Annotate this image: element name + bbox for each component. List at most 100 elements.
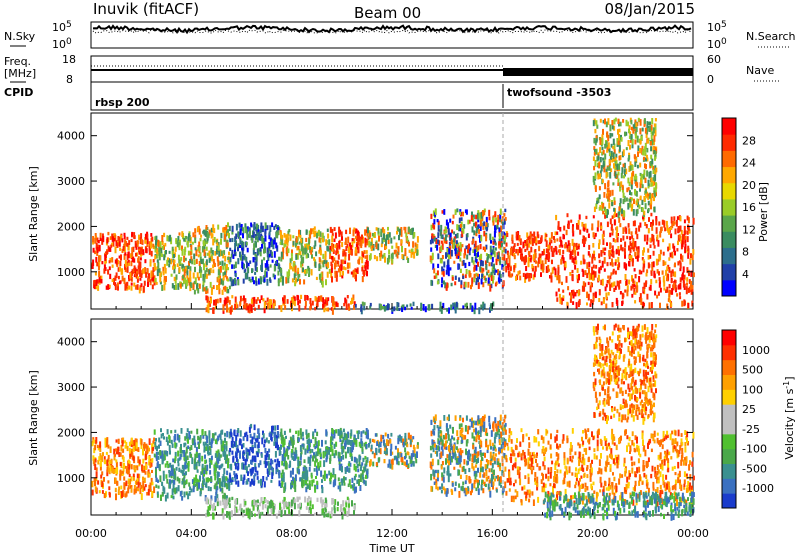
data-point: [601, 134, 604, 141]
data-point: [123, 235, 126, 239]
data-point: [355, 440, 358, 447]
data-point: [628, 135, 631, 139]
data-point: [498, 273, 501, 280]
data-point: [152, 243, 155, 248]
data-point: [377, 227, 380, 234]
data-point: [278, 460, 281, 468]
data-point: [460, 245, 463, 252]
data-point: [478, 229, 481, 234]
data-point: [293, 456, 295, 461]
data-point: [606, 131, 609, 138]
data-point: [215, 492, 218, 496]
data-point: [687, 245, 690, 252]
data-point: [483, 275, 486, 281]
data-point: [472, 249, 475, 254]
data-point: [96, 444, 99, 449]
data-point: [291, 438, 294, 445]
data-point: [636, 233, 639, 240]
data-point: [606, 209, 609, 215]
data-point: [141, 464, 144, 472]
data-point: [207, 306, 210, 314]
data-point: [191, 259, 194, 265]
data-point: [200, 269, 203, 273]
data-point: [606, 166, 609, 171]
data-point: [174, 264, 176, 269]
data-point: [445, 240, 448, 244]
data-point: [619, 121, 622, 127]
data-point: [606, 262, 609, 267]
data-point: [599, 157, 602, 163]
data-point: [228, 431, 231, 439]
data-point: [219, 454, 222, 458]
data-point: [134, 488, 137, 494]
data-point: [368, 240, 371, 248]
data-point: [412, 444, 415, 450]
data-point: [373, 452, 376, 459]
data-point: [547, 245, 550, 249]
data-point: [572, 242, 575, 250]
data-point: [121, 248, 124, 253]
data-point: [431, 233, 434, 239]
data-point: [185, 432, 188, 439]
data-point: [464, 274, 467, 279]
data-point: [276, 434, 278, 439]
data-point: [363, 442, 366, 447]
data-point: [361, 276, 364, 283]
data-point: [183, 455, 186, 461]
data-point: [561, 244, 564, 248]
data-point: [562, 249, 565, 255]
data-point: [171, 479, 174, 483]
data-point: [357, 433, 360, 440]
data-point: [649, 255, 652, 259]
data-point: [123, 243, 126, 248]
data-point: [159, 241, 162, 248]
data-point: [321, 280, 324, 288]
data-point: [235, 302, 238, 309]
data-point: [646, 121, 649, 127]
data-point: [230, 478, 233, 485]
data-point: [331, 257, 334, 263]
data-point: [505, 258, 508, 265]
data-point: [602, 202, 605, 209]
data-point: [300, 261, 303, 268]
data-point: [387, 463, 390, 468]
data-point: [618, 128, 621, 133]
data-point: [175, 487, 178, 494]
data-point: [202, 281, 205, 286]
data-point: [461, 260, 464, 267]
data-point: [580, 260, 583, 265]
data-point: [677, 240, 679, 246]
data-point: [108, 492, 111, 498]
data-point: [250, 222, 253, 227]
data-point: [173, 266, 176, 274]
data-point: [219, 481, 221, 488]
data-point: [597, 197, 600, 204]
data-point: [652, 177, 655, 181]
data-point: [654, 186, 657, 193]
data-point: [229, 478, 232, 483]
data-point: [612, 182, 615, 186]
data-point: [439, 307, 442, 312]
data-point: [132, 445, 135, 452]
data-point: [130, 286, 133, 291]
data-point: [462, 259, 465, 266]
data-point: [370, 241, 373, 246]
data-point: [317, 462, 320, 469]
data-point: [581, 222, 584, 227]
data-point: [118, 452, 121, 458]
data-point: [225, 225, 228, 231]
data-point: [336, 245, 339, 252]
data-point: [158, 254, 161, 261]
data-point: [251, 455, 254, 461]
data-point: [498, 270, 501, 277]
data-point: [270, 299, 272, 305]
data-point: [686, 282, 688, 286]
data-point: [271, 259, 274, 263]
data-point: [274, 459, 277, 463]
data-point: [108, 467, 111, 475]
data-point: [653, 146, 656, 152]
data-point: [610, 143, 613, 148]
data-point: [162, 455, 165, 461]
data-point: [235, 473, 238, 477]
data-point: [243, 263, 245, 269]
